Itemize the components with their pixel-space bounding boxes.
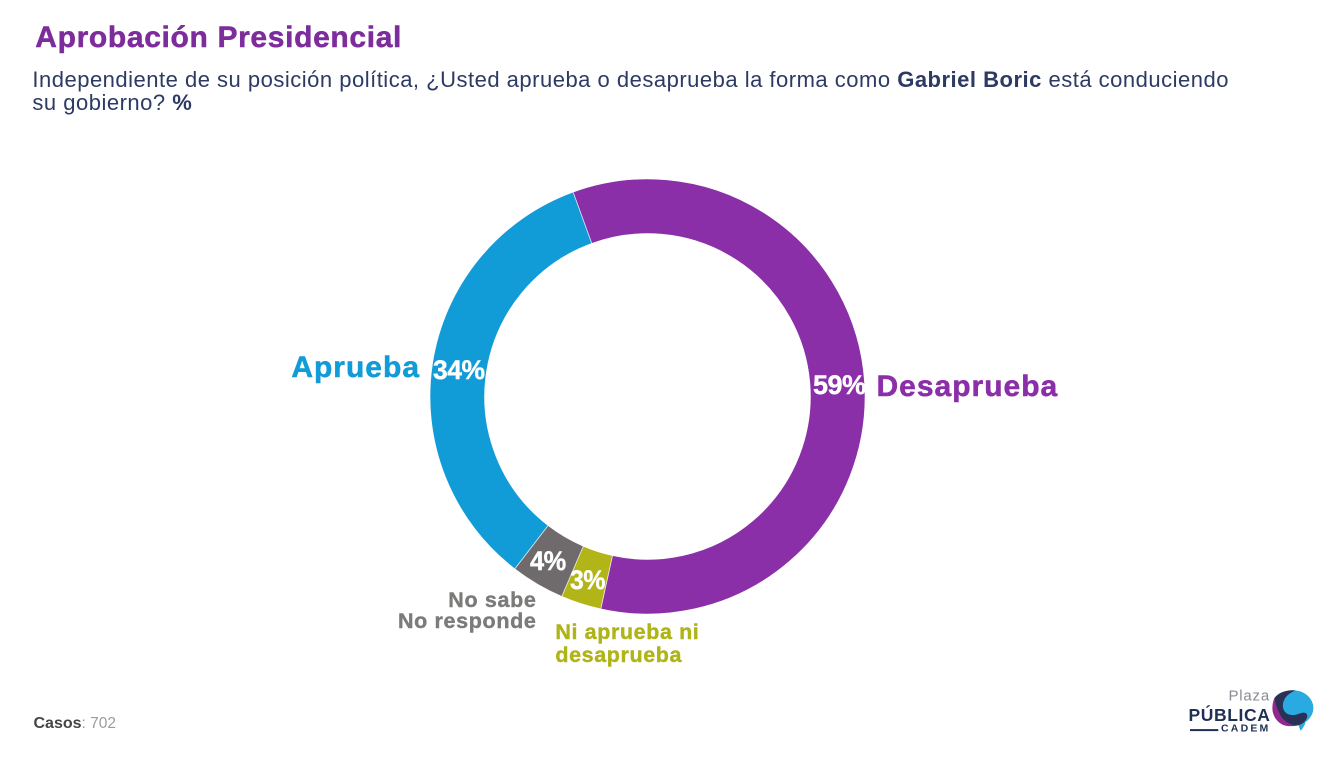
svg-text:Plaza: Plaza — [1228, 687, 1270, 704]
svg-text:PÚBLICA: PÚBLICA — [1189, 704, 1271, 725]
svg-text:CADEM: CADEM — [1221, 723, 1271, 735]
